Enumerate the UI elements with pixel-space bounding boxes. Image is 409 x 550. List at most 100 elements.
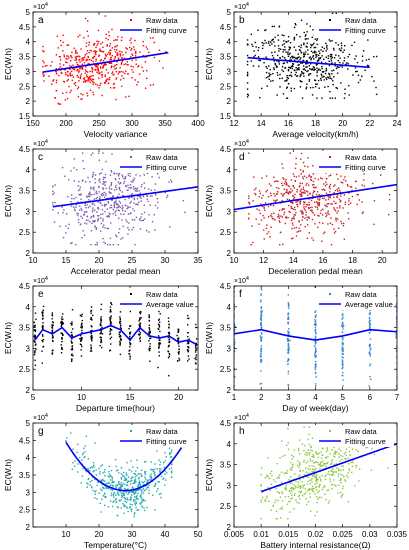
data-point <box>350 186 353 188</box>
data-point <box>146 172 149 175</box>
data-point <box>101 479 103 482</box>
data-point <box>321 55 323 57</box>
data-point <box>118 231 120 234</box>
data-point <box>327 203 330 205</box>
data-point <box>143 187 146 189</box>
data-point <box>266 67 268 69</box>
data-point <box>396 376 397 379</box>
data-point <box>104 242 106 245</box>
data-point <box>101 326 103 329</box>
data-point <box>104 227 106 229</box>
data-point <box>395 295 397 297</box>
data-point <box>143 507 145 509</box>
data-point <box>195 342 197 345</box>
data-point <box>311 210 313 213</box>
data-point <box>127 184 129 186</box>
data-point <box>366 446 369 448</box>
data-point <box>308 443 310 446</box>
data-point <box>170 476 173 478</box>
data-point <box>130 490 132 493</box>
data-point <box>269 236 271 238</box>
data-point <box>260 499 262 501</box>
data-point <box>349 454 351 456</box>
data-point <box>51 312 54 314</box>
data-point <box>168 447 171 449</box>
data-point <box>148 479 150 481</box>
y-tick-label: 4.5 <box>19 23 31 32</box>
data-point <box>121 174 123 176</box>
data-point <box>270 204 272 206</box>
data-point <box>63 54 65 56</box>
data-point <box>84 72 86 75</box>
data-point <box>42 66 44 68</box>
data-point <box>281 440 283 442</box>
data-point <box>149 330 151 332</box>
data-point <box>119 189 122 192</box>
data-point <box>123 195 125 197</box>
data-point <box>279 221 281 224</box>
data-point <box>119 316 121 318</box>
data-point <box>308 201 310 204</box>
data-point <box>109 475 111 478</box>
data-point <box>355 466 357 468</box>
data-point <box>287 385 290 387</box>
series-line <box>52 186 198 208</box>
data-point <box>342 344 344 346</box>
data-point <box>104 504 106 507</box>
data-point <box>323 47 326 50</box>
data-point <box>101 464 104 466</box>
data-point <box>311 481 313 483</box>
data-point <box>33 321 35 324</box>
data-point <box>298 221 300 223</box>
data-point <box>298 502 300 504</box>
data-point <box>91 66 93 69</box>
data-point <box>254 192 256 195</box>
data-point <box>90 306 93 308</box>
data-point <box>279 77 281 80</box>
data-point <box>150 473 152 475</box>
data-point <box>89 81 92 84</box>
data-point <box>327 473 329 475</box>
data-point <box>126 48 128 50</box>
data-point <box>67 195 69 198</box>
data-point <box>340 454 342 457</box>
data-point <box>99 84 101 87</box>
data-point <box>248 201 250 204</box>
data-point <box>81 345 83 348</box>
data-point <box>91 326 93 328</box>
data-point <box>41 312 44 315</box>
data-point <box>93 220 95 222</box>
legend-label: Raw data <box>146 16 179 25</box>
data-point <box>52 193 54 196</box>
data-point <box>325 192 328 194</box>
data-point <box>73 67 75 70</box>
data-point <box>100 319 102 321</box>
data-point <box>318 486 320 488</box>
data-point <box>107 202 110 204</box>
data-point <box>314 86 317 88</box>
data-point <box>300 195 302 197</box>
data-point <box>358 480 360 482</box>
data-point <box>195 349 197 351</box>
data-point <box>327 198 330 201</box>
data-point <box>302 487 304 489</box>
data-point <box>342 339 344 341</box>
data-point <box>319 196 321 198</box>
data-point <box>311 471 313 473</box>
data-point <box>278 25 281 27</box>
data-point <box>268 65 270 67</box>
data-point <box>82 81 85 83</box>
data-point <box>315 364 317 367</box>
data-point <box>128 95 130 98</box>
data-point <box>143 218 146 220</box>
data-point <box>307 480 309 483</box>
data-point <box>158 336 160 338</box>
data-point <box>316 453 318 455</box>
series-line <box>234 183 397 211</box>
data-point <box>284 222 286 225</box>
data-point <box>307 452 309 454</box>
data-point <box>100 465 102 467</box>
data-point <box>98 215 100 217</box>
data-point <box>77 71 80 73</box>
data-point <box>150 189 153 191</box>
